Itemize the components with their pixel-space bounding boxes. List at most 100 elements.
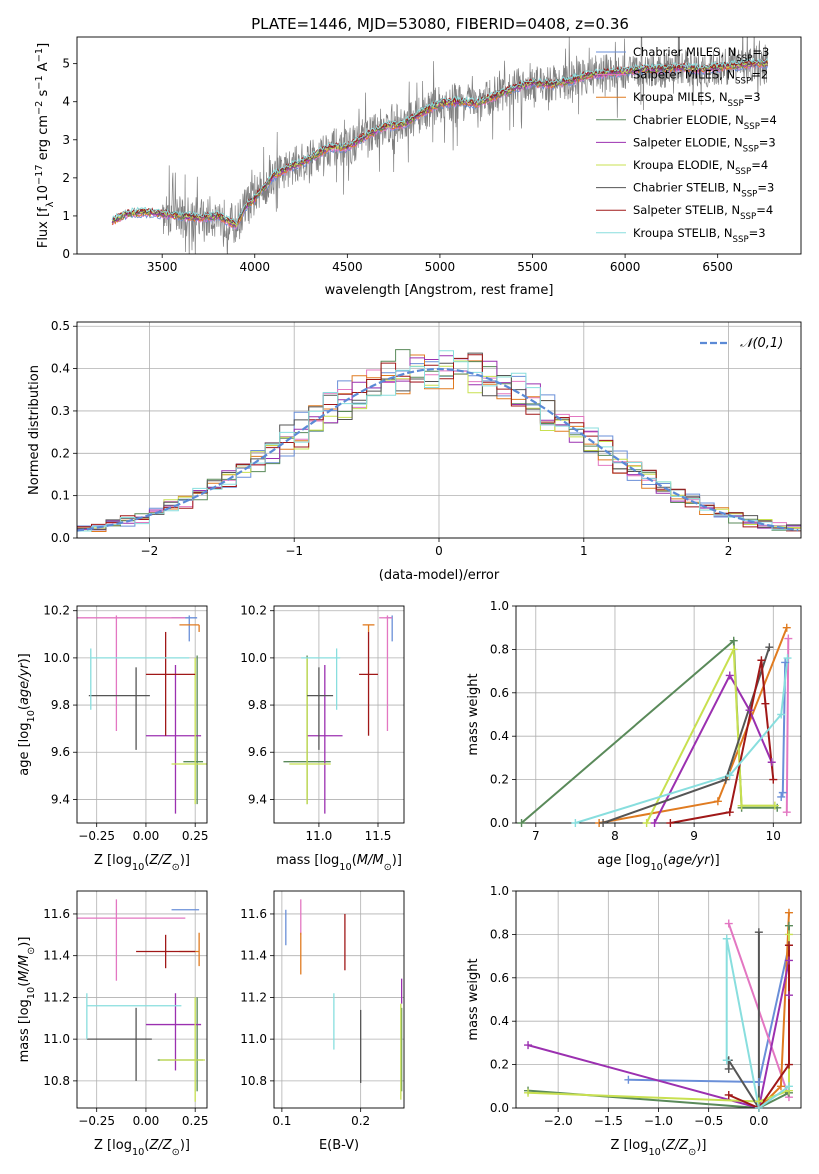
errorbar-kroupa-stelib [90,648,190,710]
y-axis-label: mass weight [466,958,481,1040]
weight-marker [725,808,734,817]
y-tick-label: 0.1 [51,489,70,503]
x-tick-label: 0.25 [182,1114,209,1128]
y-tick-label: 1.0 [490,884,509,898]
weight-marker [782,808,791,817]
x-tick-label: 11.5 [365,829,392,843]
y-tick-label: 11.4 [240,949,267,963]
axes-frame [273,605,405,824]
y-axis-label: Flux [fλ10−17 erg cm−2 s−1 A−1] [34,43,56,248]
y-tick-label: 1.0 [490,599,509,613]
errorbar-salpeter-elodie [145,993,202,1071]
x-tick-label: 5000 [425,260,456,274]
weight-marker [724,919,733,928]
model-spectrum-kroupa-stelib [111,58,768,225]
axes-frame [273,890,405,1109]
errorbar-kroupa-miles [179,624,200,632]
y-tick-label: 11.4 [43,949,70,963]
y-tick-label: 0.0 [51,531,70,545]
weight-marker [757,656,766,665]
ticks: 3500 4000 4500 5000 5500 6000 6500 0 1 2 3 4 5 [62,57,733,274]
axes-frame [76,36,802,255]
x-tick-label: −1.0 [644,1114,673,1128]
weight-marker [729,636,738,645]
normal-curve [77,367,799,532]
y-tick-label: 0.5 [51,319,70,333]
ticks: −2 −1 0 1 2 0.0 0.1 0.2 0.3 0.4 0.5 [51,319,733,558]
gridlines [274,891,404,1108]
weight-marker [784,1082,793,1091]
ticks: 7 8 9 10 0.0 0.2 0.4 0.6 0.8 1.0 [490,599,781,843]
x-tick-label: 7 [532,829,540,843]
x-tick-label: 1 [580,544,588,558]
weight-marker [769,775,778,784]
x-axis-label: Z [log10(Z/Z⊙)] [94,853,190,873]
y-tick-label: 9.6 [248,745,267,759]
errorbar-salpeter-elodie [307,664,343,814]
errorbar-kroupa-miles [179,932,200,967]
y-tick-label: 9.4 [51,792,70,806]
x-axis-label: Z [log10(Z/Z⊙)] [94,1138,190,1158]
errorbar-salpeter-stelib [145,631,196,736]
y-tick-label: 0.2 [51,446,70,460]
y-axis-label: Normed distribution [27,365,42,495]
model-spectrum-chabrier-elodie [111,61,768,228]
legend-entry: Salpeter STELIB, NSSP=4 [633,203,773,222]
weight-line-salpeter-miles [785,638,790,813]
legend-entry: Salpeter ELODIE, NSSP=3 [633,135,776,154]
weight-marker [784,1060,793,1069]
y-axis-label: mass weight [466,673,481,755]
y-tick-label: 2 [62,171,70,185]
weight-marker [754,1104,763,1112]
x-tick-label: 6500 [702,260,733,274]
errorbar-kroupa-stelib [301,648,341,710]
y-tick-label: 0.6 [490,686,509,700]
chart-spectrum: 3500 4000 4500 5000 5500 6000 6500 0 1 2 3 4 5 Chabri… [34,36,802,298]
weight-marker [737,801,746,810]
weight-marker [778,788,787,797]
y-tick-label: 11.2 [43,990,70,1004]
weight-marker [624,1075,633,1084]
legend-entry: Kroupa STELIB, NSSP=3 [633,226,766,245]
weight-marker [784,908,793,917]
x-axis-label: age [log10(age/yr)] [597,853,720,873]
errorbar-chabrier-stelib [88,667,150,750]
weight-marker [783,654,792,663]
y-tick-label: 3 [62,133,70,147]
y-tick-label: 0 [62,247,70,261]
x-axis-label: (data-model)/error [379,568,500,583]
y-tick-label: 11.0 [43,1032,70,1046]
weight-line-salpeter-stelib [728,945,790,1108]
y-axis-label: age [log10(age/yr)] [17,653,37,776]
x-tick-label: 0.2 [351,1114,370,1128]
weight-marker [650,819,659,827]
errorbar-salpeter-miles [77,615,186,732]
y-tick-label: 0.8 [490,927,509,941]
weight-marker [754,928,763,937]
weight-marker [784,634,793,643]
gridlines [77,606,207,823]
weight-marker [784,921,793,930]
ticks: −0.25 0.00 0.25 9.4 9.6 9.8 10.0 10.2 [43,604,208,843]
y-tick-label: 11.0 [240,1032,267,1046]
y-tick-label: 9.4 [248,792,267,806]
y-tick-label: 5 [62,57,70,71]
chart-weight-vs-Z: −2.0 −1.5 −1.0 −0.5 0.0 0.0 0.2 0.4 0.6 0.8 1.0 Z [… [466,884,802,1158]
axes-frame [76,890,208,1109]
weight-marker [571,819,580,827]
x-tick-label: 8 [611,829,619,843]
weight-marker [729,645,738,654]
y-tick-label: 0.3 [51,404,70,418]
plot-area [77,615,207,814]
x-tick-label: 4500 [332,260,363,274]
errorbar-salpeter-elodie [145,664,202,814]
y-tick-label: 0.0 [490,1101,509,1115]
figure-title: PLATE=1446, MJD=53080, FIBERID=0408, z=0… [251,15,629,33]
legend-entry: Chabrier ELODIE, NSSP=4 [633,113,777,132]
weight-marker [517,819,526,827]
x-tick-label: 6000 [610,260,641,274]
errorbar-salpeter-stelib [359,631,378,736]
ticks: −0.25 0.00 0.25 10.8 11.0 11.2 11.4 11.6 [43,907,208,1128]
legend-entry: Chabrier MILES, NSSP=3 [633,45,769,64]
errorbar-kroupa-elodie [159,997,206,1102]
